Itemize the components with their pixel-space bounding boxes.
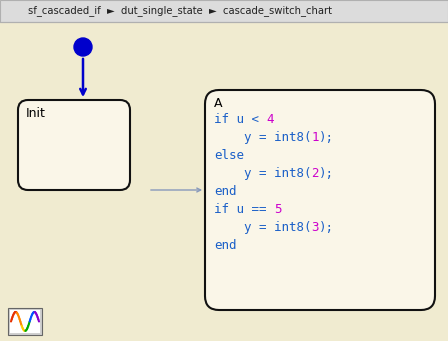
Text: y = int8(: y = int8( (214, 131, 311, 144)
Text: if u <: if u < (214, 113, 267, 126)
Text: end: end (214, 239, 237, 252)
Text: 1: 1 (311, 131, 319, 144)
Text: y = int8(: y = int8( (214, 167, 311, 180)
FancyBboxPatch shape (10, 310, 40, 333)
Text: 4: 4 (267, 113, 274, 126)
FancyBboxPatch shape (18, 100, 130, 190)
Text: 2: 2 (311, 167, 319, 180)
Text: 5: 5 (274, 203, 281, 216)
Text: y = int8(: y = int8( (214, 221, 311, 234)
Text: );: ); (319, 131, 334, 144)
Text: 3: 3 (311, 221, 319, 234)
Text: if u ==: if u == (214, 203, 274, 216)
FancyBboxPatch shape (205, 90, 435, 310)
Text: Init: Init (26, 107, 46, 120)
Text: );: ); (319, 167, 334, 180)
Text: else: else (214, 149, 244, 162)
Circle shape (74, 38, 92, 56)
Text: sf_cascaded_if  ►  dut_single_state  ►  cascade_switch_chart: sf_cascaded_if ► dut_single_state ► casc… (28, 5, 332, 16)
Bar (0, 0, 448, 22)
FancyBboxPatch shape (8, 308, 42, 335)
Text: A: A (214, 97, 223, 110)
Text: );: ); (319, 221, 334, 234)
Text: end: end (214, 185, 237, 198)
